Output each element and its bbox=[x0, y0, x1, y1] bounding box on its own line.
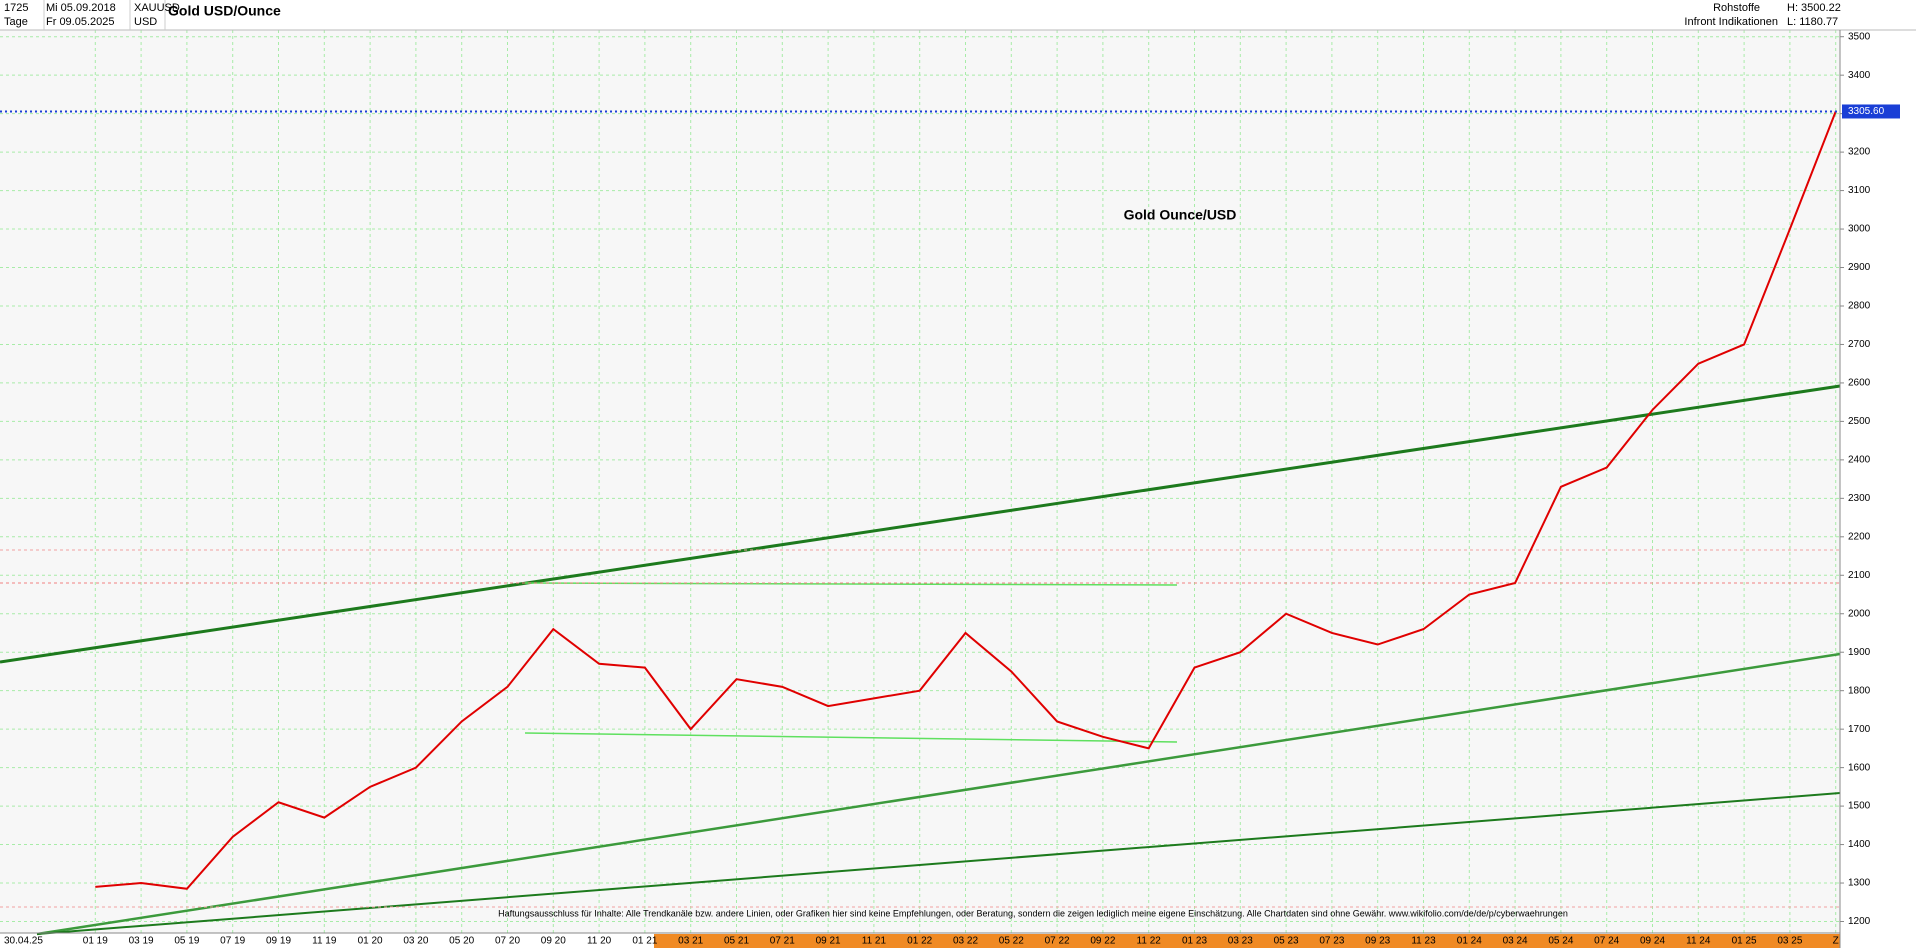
x-tick-label: 07 19 bbox=[220, 936, 245, 947]
x-tick-label: 11 22 bbox=[1137, 936, 1162, 947]
axis-band bbox=[654, 934, 1840, 948]
x-tick-label: 11 19 bbox=[312, 936, 337, 947]
x-tick-label: 03 24 bbox=[1503, 936, 1528, 947]
x-tick-label: 03 22 bbox=[953, 936, 978, 947]
trend-line bbox=[36, 652, 1841, 936]
header-to: Fr 09.05.2025 bbox=[46, 16, 115, 28]
x-tick-label: 09 23 bbox=[1365, 936, 1390, 947]
header-high: H: 3500.22 bbox=[1787, 2, 1841, 14]
x-tick-label: 11 21 bbox=[862, 936, 887, 947]
header-source: Infront Indikationen bbox=[1684, 16, 1778, 28]
y-tick-label: 1200 bbox=[1848, 916, 1871, 927]
x-tick-label: 01 20 bbox=[358, 936, 383, 947]
x-tick-label: 11 23 bbox=[1411, 936, 1436, 947]
y-tick-label: 3400 bbox=[1848, 70, 1871, 81]
y-tick-label: 1300 bbox=[1848, 878, 1871, 889]
x-tick-label: 11 20 bbox=[587, 936, 612, 947]
y-tick-label: 3200 bbox=[1848, 147, 1871, 158]
y-tick-label: 2400 bbox=[1848, 455, 1871, 466]
start-label: 30.04.25 bbox=[4, 936, 43, 947]
x-tick-label: 07 22 bbox=[1045, 936, 1070, 947]
x-tick-label: 01 23 bbox=[1182, 936, 1207, 947]
x-tick-label: 01 22 bbox=[907, 936, 932, 947]
x-tick-label: 09 22 bbox=[1090, 936, 1115, 947]
x-tick-label: 03 19 bbox=[129, 936, 154, 947]
header-period: Tage bbox=[4, 16, 28, 28]
grid bbox=[0, 30, 1840, 933]
y-tick-label: 1500 bbox=[1848, 801, 1871, 812]
header-from: Mi 05.09.2018 bbox=[46, 2, 116, 14]
x-tick-label: 07 20 bbox=[495, 936, 520, 947]
y-tick-label: 3000 bbox=[1848, 224, 1871, 235]
y-tick-label: 3500 bbox=[1848, 31, 1871, 42]
x-tick-label: 09 20 bbox=[541, 936, 566, 947]
x-tick-label: 05 23 bbox=[1274, 936, 1299, 947]
trend-line bbox=[36, 792, 1841, 935]
trend-line bbox=[0, 384, 1841, 664]
y-tick-label: 2800 bbox=[1848, 301, 1871, 312]
x-tick-label: 03 25 bbox=[1777, 936, 1802, 947]
header-low: L: 1180.77 bbox=[1787, 16, 1838, 28]
x-tick-label: 01 19 bbox=[83, 936, 108, 947]
x-tick-label: 09 21 bbox=[816, 936, 841, 947]
x-tick-label: 09 19 bbox=[266, 936, 291, 947]
x-tick-label: 05 19 bbox=[174, 936, 199, 947]
chart-title: Gold Ounce/USD bbox=[1124, 207, 1237, 223]
x-tick-label: 01 25 bbox=[1732, 936, 1757, 947]
header-category: Rohstoffe bbox=[1713, 2, 1760, 14]
x-tick-label: 07 24 bbox=[1594, 936, 1619, 947]
x-tick-label: 03 20 bbox=[403, 936, 428, 947]
y-tick-label: 2700 bbox=[1848, 339, 1871, 350]
price-line bbox=[95, 111, 1837, 890]
x-tick-label: 05 24 bbox=[1548, 936, 1573, 947]
current-price-label: 3305.60 bbox=[1848, 106, 1885, 117]
x-tick-label: 05 20 bbox=[449, 936, 474, 947]
header-name: Gold USD/Ounce bbox=[168, 3, 281, 19]
range-line bbox=[524, 732, 1178, 743]
y-tick-label: 2300 bbox=[1848, 493, 1871, 504]
header-symbol: XAUUSD bbox=[134, 2, 180, 14]
header-count: 1725 bbox=[4, 2, 28, 14]
y-tick-label: 2000 bbox=[1848, 608, 1871, 619]
x-tick-label: 09 24 bbox=[1640, 936, 1665, 947]
y-tick-label: 2500 bbox=[1848, 416, 1871, 427]
y-tick-label: 2600 bbox=[1848, 378, 1871, 389]
x-tick-label: 07 23 bbox=[1319, 936, 1344, 947]
y-tick-label: 1800 bbox=[1848, 685, 1871, 696]
y-tick-label: 2200 bbox=[1848, 531, 1871, 542]
disclaimer: Haftungsausschluss für Inhalte: Alle Tre… bbox=[498, 908, 1568, 918]
x-tick-label: 01 21 bbox=[632, 936, 657, 947]
x-tick-label: 01 24 bbox=[1457, 936, 1482, 947]
y-tick-label: 1900 bbox=[1848, 647, 1871, 658]
header-bar bbox=[0, 0, 1916, 30]
x-tick-label: Z bbox=[1833, 936, 1839, 947]
x-tick-label: 03 21 bbox=[678, 936, 703, 947]
y-tick-label: 1600 bbox=[1848, 762, 1871, 773]
x-tick-label: 05 21 bbox=[724, 936, 749, 947]
y-tick-label: 1700 bbox=[1848, 724, 1871, 735]
range-line bbox=[524, 582, 1178, 586]
y-tick-label: 3100 bbox=[1848, 185, 1871, 196]
y-tick-label: 1400 bbox=[1848, 839, 1871, 850]
x-tick-label: 05 22 bbox=[999, 936, 1024, 947]
x-tick-label: 03 23 bbox=[1228, 936, 1253, 947]
x-tick-label: 11 24 bbox=[1686, 936, 1711, 947]
y-tick-label: 2100 bbox=[1848, 570, 1871, 581]
y-tick-label: 2900 bbox=[1848, 262, 1871, 273]
x-tick-label: 07 21 bbox=[770, 936, 795, 947]
header-currency: USD bbox=[134, 16, 157, 28]
current-price-box bbox=[1842, 104, 1900, 119]
